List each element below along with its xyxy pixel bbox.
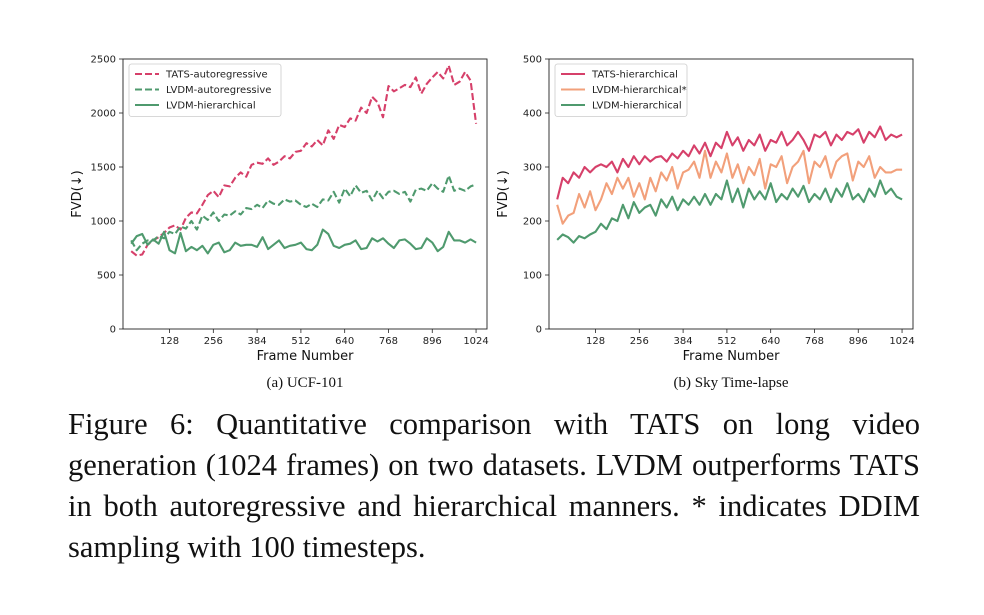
y-tick-label: 500: [523, 55, 542, 66]
y-tick-label: 100: [523, 271, 542, 282]
y-tick-label: 500: [97, 271, 116, 282]
y-tick-label: 400: [523, 109, 542, 120]
x-tick-label: 896: [423, 336, 442, 347]
x-tick-label: 1024: [889, 336, 914, 347]
y-axis-label: FVD(↓): [70, 170, 85, 217]
plot-frame: [122, 58, 488, 330]
x-tick-label: 512: [717, 336, 736, 347]
subcaption: (b) Sky Time-lapse: [673, 375, 788, 391]
legend-box: [554, 63, 688, 117]
y-tick-label: 300: [523, 163, 542, 174]
figure-caption: Figure 6: Quantitative comparison with T…: [68, 407, 920, 564]
series-line-tats-autoregressive: [130, 64, 478, 257]
legend-label: TATS-hierarchical: [591, 70, 678, 81]
x-tick-label: 768: [805, 336, 824, 347]
legend-box: [128, 63, 282, 117]
y-tick-label: 200: [523, 217, 542, 228]
x-tick-label: 512: [291, 336, 310, 347]
x-tick-label: 256: [204, 336, 223, 347]
x-tick-label: 256: [630, 336, 649, 347]
x-tick-label: 384: [248, 336, 267, 347]
x-tick-label: 896: [849, 336, 868, 347]
x-tick-label: 640: [761, 336, 780, 347]
y-axis-label: FVD(↓): [496, 170, 511, 217]
legend-label: TATS-autoregressive: [165, 70, 268, 81]
legend-label: LVDM-hierarchical: [592, 101, 682, 112]
legend-label: LVDM-hierarchical*: [592, 85, 687, 96]
series-line-lvdm-hierarchical: [556, 149, 903, 225]
x-tick-label: 384: [674, 336, 693, 347]
y-tick-label: 2000: [91, 109, 116, 120]
series-line-lvdm-hierarchical: [556, 179, 903, 244]
x-tick-label: 128: [160, 336, 179, 347]
series-line-tats-hierarchical: [556, 125, 903, 200]
chart-sky-timelapse: 0 100 200 300 400 500 128 256 384 512 640 768 896 102…: [496, 55, 915, 392]
x-axis-label: Frame Number: [683, 349, 781, 364]
y-tick-label: 1500: [91, 163, 116, 174]
legend-label: LVDM-hierarchical: [166, 101, 256, 112]
series-line-lvdm-autoregressive: [130, 174, 477, 252]
legend-label: LVDM-autoregressive: [166, 85, 271, 96]
x-tick-label: 768: [379, 336, 398, 347]
y-tick-label: 0: [110, 325, 116, 336]
x-tick-label: 640: [335, 336, 354, 347]
plot-frame: [548, 58, 914, 330]
chart-ucf101: 0 500 1000 1500 2000 2500 128 256 384 512 640 768 89…: [70, 55, 489, 392]
y-tick-label: 0: [536, 325, 542, 336]
x-axis-label: Frame Number: [257, 349, 355, 364]
y-tick-label: 1000: [91, 217, 116, 228]
subcaption: (a) UCF-101: [266, 375, 343, 391]
x-tick-label: 128: [586, 336, 605, 347]
y-tick-label: 2500: [91, 55, 116, 66]
x-tick-label: 1024: [463, 336, 488, 347]
series-line-lvdm-hierarchical: [130, 228, 477, 255]
